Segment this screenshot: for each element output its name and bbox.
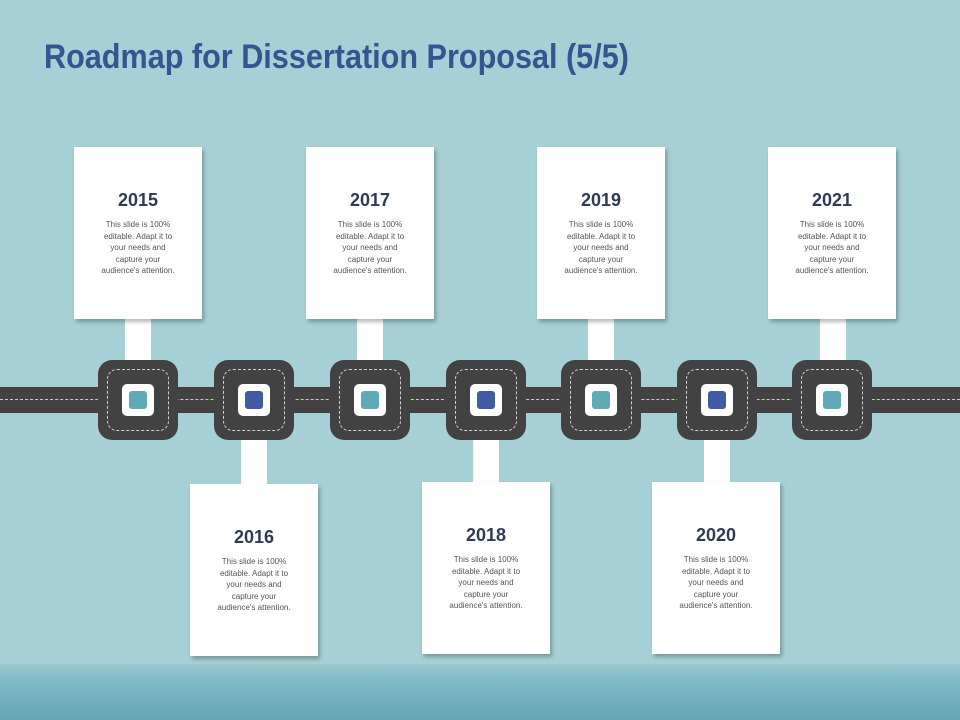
milestone-card-2015: 2015 This slide is 100% editable. Adapt … [74,147,202,319]
milestone-description: This slide is 100% editable. Adapt it to… [449,555,523,610]
node-core [816,384,848,416]
timeline-node-2017 [330,360,410,440]
node-core [354,384,386,416]
milestone-description: This slide is 100% editable. Adapt it to… [679,555,753,610]
node-core [470,384,502,416]
milestone-description: This slide is 100% editable. Adapt it to… [795,220,869,275]
footer-band [0,664,960,720]
timeline-node-2021 [792,360,872,440]
node-core [701,384,733,416]
blue-marker [477,391,495,409]
milestone-year: 2018 [465,525,507,545]
node-dashed-ring [801,369,863,431]
milestone-description: This slide is 100% editable. Adapt it to… [333,220,407,275]
timeline-node-2015 [98,360,178,440]
milestone-year: 2019 [580,190,622,210]
node-dashed-ring [339,369,401,431]
teal-marker [361,391,379,409]
milestone-description: This slide is 100% editable. Adapt it to… [101,220,175,275]
teal-marker [592,391,610,409]
teal-marker [129,391,147,409]
node-dashed-ring [455,369,517,431]
milestone-card-2016: 2016 This slide is 100% editable. Adapt … [190,484,318,656]
teal-marker [823,391,841,409]
milestone-year: 2017 [349,190,391,210]
blue-marker [708,391,726,409]
milestone-year: 2020 [695,525,737,545]
node-dashed-ring [686,369,748,431]
timeline-node-2019 [561,360,641,440]
node-dashed-ring [570,369,632,431]
blue-marker [245,391,263,409]
slide-title: Roadmap for Dissertation Proposal (5/5) [44,38,629,76]
timeline-node-2020 [677,360,757,440]
milestone-year: 2015 [117,190,159,210]
node-dashed-ring [223,369,285,431]
milestone-card-2017: 2017 This slide is 100% editable. Adapt … [306,147,434,319]
node-core [122,384,154,416]
milestone-year: 2021 [811,190,853,210]
milestone-card-2018: 2018 This slide is 100% editable. Adapt … [422,482,550,654]
node-core [585,384,617,416]
timeline-node-2016 [214,360,294,440]
milestone-description: This slide is 100% editable. Adapt it to… [564,220,638,275]
milestone-card-2019: 2019 This slide is 100% editable. Adapt … [537,147,665,319]
milestone-card-2021: 2021 This slide is 100% editable. Adapt … [768,147,896,319]
milestone-card-2020: 2020 This slide is 100% editable. Adapt … [652,482,780,654]
timeline-node-2018 [446,360,526,440]
node-core [238,384,270,416]
milestone-description: This slide is 100% editable. Adapt it to… [217,557,291,612]
milestone-year: 2016 [233,527,275,547]
node-dashed-ring [107,369,169,431]
